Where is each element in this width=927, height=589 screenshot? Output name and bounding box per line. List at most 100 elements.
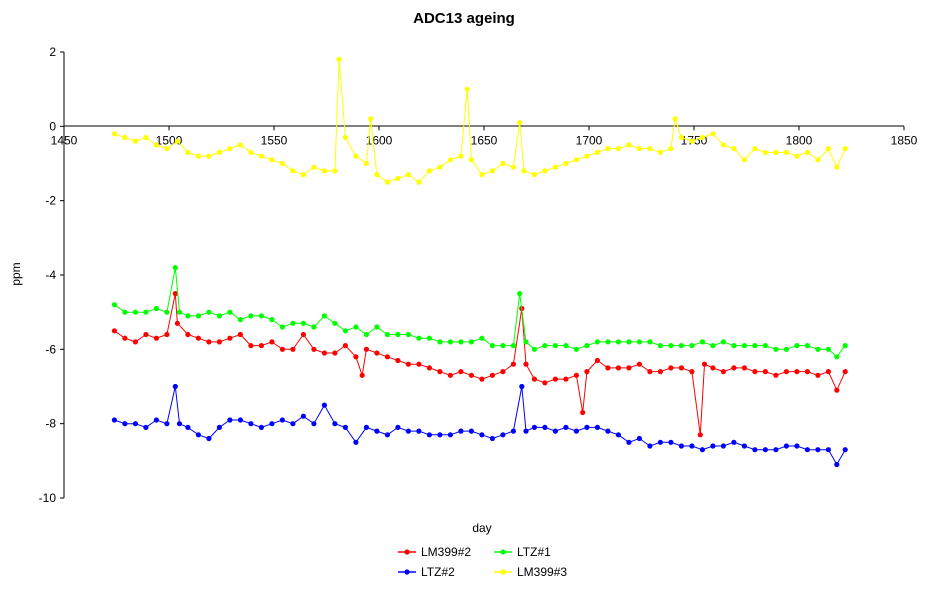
- y-tick-label: -6: [45, 342, 56, 356]
- data-point: [710, 131, 716, 137]
- data-point: [353, 439, 359, 445]
- x-tick-label: 1450: [51, 133, 78, 147]
- data-point: [353, 324, 359, 330]
- data-point: [258, 313, 264, 319]
- data-point: [248, 313, 254, 319]
- data-point: [195, 432, 201, 438]
- data-point: [185, 424, 191, 430]
- data-point: [636, 435, 643, 442]
- data-point: [741, 343, 748, 349]
- data-point: [552, 164, 559, 170]
- data-point: [657, 149, 664, 155]
- legend-label: LM399#3: [517, 565, 567, 579]
- y-tick-label: -10: [39, 491, 57, 505]
- data-point: [794, 369, 800, 375]
- data-point: [206, 339, 212, 345]
- data-point: [510, 343, 516, 349]
- data-point: [332, 320, 338, 326]
- data-point: [710, 343, 716, 349]
- data-point: [363, 424, 369, 430]
- data-point: [584, 153, 590, 159]
- y-tick-label: 2: [49, 45, 56, 59]
- data-point: [479, 172, 485, 178]
- data-point: [143, 331, 149, 338]
- data-point: [605, 146, 611, 152]
- data-point: [395, 357, 401, 364]
- data-point: [237, 142, 243, 148]
- data-point: [458, 153, 464, 159]
- data-point: [122, 421, 128, 427]
- data-point: [447, 372, 453, 378]
- x-tick-label: 1500: [156, 133, 183, 147]
- data-point: [279, 417, 285, 423]
- data-point: [523, 339, 529, 345]
- data-point: [720, 339, 727, 345]
- data-point: [216, 424, 222, 430]
- data-point: [290, 346, 296, 352]
- data-point: [500, 432, 506, 438]
- data-point: [464, 86, 470, 92]
- series-line: [114, 59, 846, 183]
- data-point: [258, 153, 264, 159]
- data-point: [258, 424, 264, 430]
- series-layer: [111, 56, 848, 468]
- data-point: [384, 179, 390, 185]
- data-point: [720, 369, 727, 375]
- data-point: [359, 372, 365, 378]
- data-point: [426, 432, 432, 438]
- data-point: [143, 134, 149, 141]
- data-point: [279, 324, 285, 330]
- data-point: [174, 320, 180, 326]
- data-point: [552, 343, 559, 349]
- data-point: [531, 172, 538, 178]
- data-point: [269, 421, 275, 427]
- data-point: [237, 331, 243, 338]
- legend-swatch-marker: [500, 569, 506, 575]
- data-point: [342, 134, 348, 141]
- data-point: [195, 335, 201, 341]
- data-point: [605, 428, 611, 434]
- data-point: [720, 443, 727, 449]
- y-tick-label: 0: [49, 119, 56, 133]
- data-point: [773, 372, 779, 378]
- data-point: [321, 313, 327, 319]
- data-point: [489, 343, 495, 349]
- data-point: [762, 149, 769, 155]
- data-point: [710, 365, 716, 371]
- data-point: [668, 146, 674, 152]
- data-point: [395, 175, 401, 181]
- data-point: [363, 160, 369, 167]
- data-point: [573, 157, 580, 163]
- data-point: [311, 346, 317, 352]
- data-point: [563, 343, 569, 349]
- data-point: [185, 331, 191, 338]
- data-point: [353, 354, 359, 360]
- data-point: [510, 361, 516, 367]
- y-tick-label: -4: [45, 268, 56, 282]
- data-point: [741, 365, 748, 371]
- data-point: [227, 146, 233, 152]
- data-point: [132, 421, 138, 427]
- data-point: [321, 402, 327, 408]
- data-point: [143, 309, 149, 315]
- data-point: [678, 134, 685, 141]
- data-point: [594, 357, 601, 364]
- data-point: [122, 309, 128, 315]
- data-point: [701, 361, 708, 367]
- data-point: [834, 164, 840, 170]
- legend-swatch-marker: [500, 549, 506, 555]
- data-point: [132, 138, 138, 144]
- data-point: [752, 343, 758, 349]
- data-point: [657, 439, 664, 445]
- data-point: [626, 439, 632, 445]
- data-point: [321, 350, 327, 356]
- data-point: [783, 346, 790, 352]
- data-point: [300, 172, 306, 178]
- data-point: [605, 365, 611, 371]
- data-point: [636, 361, 643, 367]
- data-point: [122, 134, 128, 141]
- data-point: [594, 424, 601, 430]
- data-point: [111, 131, 117, 137]
- data-point: [176, 309, 183, 315]
